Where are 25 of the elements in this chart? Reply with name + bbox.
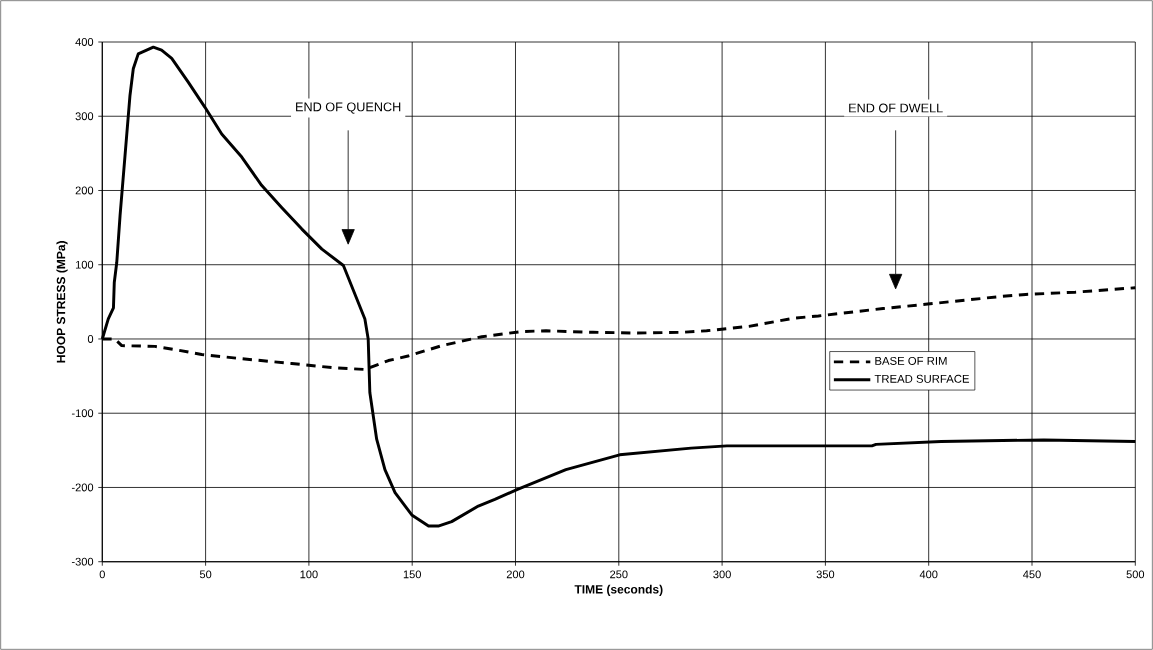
x-tick-label: 450 — [1023, 570, 1041, 579]
annotation: END OF QUENCH — [296, 102, 401, 114]
legend-label: TREAD SURFACE — [874, 374, 970, 383]
y-tick-label: -200 — [71, 483, 94, 492]
x-tick-label: 0 — [99, 570, 105, 579]
y-tick-label: -300 — [71, 557, 94, 566]
x-tick-label: 50 — [199, 570, 212, 579]
y-tick-label: 200 — [75, 186, 94, 195]
x-tick-label: 200 — [506, 570, 525, 579]
x-tick-label: 400 — [919, 570, 938, 579]
x-tick-label: 100 — [300, 570, 318, 579]
x-tick-label: 500 — [1126, 570, 1145, 579]
annotation: END OF DWELL — [849, 103, 943, 113]
x-tick-label: 150 — [403, 570, 421, 579]
legend-label: BASE OF RIM — [875, 356, 947, 365]
x-tick-label: 300 — [713, 570, 731, 579]
y-tick-label: 300 — [75, 112, 94, 121]
x-tick-label: 250 — [610, 570, 628, 579]
x-tick-label: 350 — [816, 570, 835, 579]
y-tick-label: 0 — [87, 335, 94, 343]
y-axis-title: HOOP STRESS (MPa) — [56, 241, 68, 363]
y-tick-label: -100 — [71, 409, 94, 418]
x-axis-title: TIME (seconds) — [574, 584, 663, 596]
y-tick-label: 400 — [75, 38, 94, 46]
y-tick-label: 100 — [75, 260, 94, 269]
